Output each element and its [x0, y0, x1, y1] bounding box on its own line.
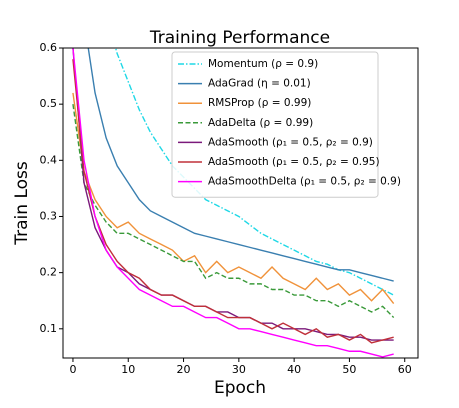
chart-title: Training Performance	[149, 28, 330, 48]
x-tick-label: 0	[69, 363, 76, 376]
y-tick-label: 0.5	[40, 97, 58, 110]
legend-label: AdaGrad (η = 0.01)	[208, 78, 311, 90]
series-line	[72, 48, 394, 358]
y-tick-label: 0.6	[40, 41, 58, 54]
plot-frame	[62, 47, 419, 359]
y-tick-label: 0.1	[40, 322, 58, 335]
x-tick-label: 60	[398, 363, 412, 376]
y-tick-label: 0.3	[40, 209, 58, 222]
series-line	[72, 59, 394, 344]
x-axis-label: Epoch	[214, 378, 266, 398]
series-line	[87, 48, 394, 282]
legend-label: AdaDelta (ρ = 0.99)	[208, 117, 313, 129]
legend-box	[171, 51, 379, 198]
legend-label: AdaSmoothDelta (ρ₁ = 0.5, ρ₂ = 0.9)	[208, 176, 401, 188]
y-tick-label: 0.2	[40, 266, 58, 279]
series-line	[72, 92, 395, 304]
legend-label: AdaSmooth (ρ₁ = 0.5, ρ₂ = 0.95)	[208, 156, 380, 168]
x-tick-label: 10	[121, 363, 135, 376]
x-tick-label: 20	[177, 363, 191, 376]
x-tick-label: 50	[342, 363, 356, 376]
series-line	[72, 104, 395, 319]
legend-label: Momentum (ρ = 0.9)	[208, 58, 318, 70]
plot-area	[72, 48, 395, 358]
legend-label: AdaSmooth (ρ₁ = 0.5, ρ₂ = 0.9)	[208, 136, 373, 148]
y-axis-label: Train Loss	[12, 161, 32, 246]
x-tick-label: 40	[287, 363, 301, 376]
x-tick-label: 30	[232, 363, 246, 376]
legend-label: RMSProp (ρ = 0.99)	[208, 97, 311, 109]
y-tick-label: 0.4	[40, 153, 58, 166]
